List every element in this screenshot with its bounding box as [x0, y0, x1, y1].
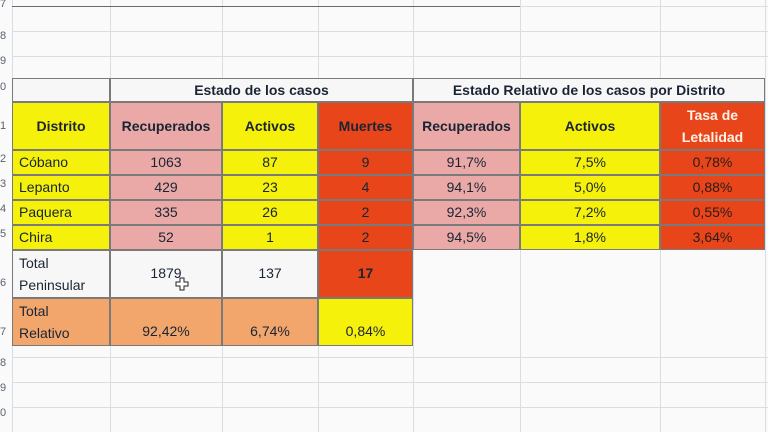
- cell-recuperados[interactable]: 335: [110, 200, 222, 225]
- cell-activos[interactable]: 23: [222, 175, 318, 200]
- row-number: 2: [0, 153, 7, 165]
- total-relativo-label[interactable]: Total Relativo: [12, 298, 110, 346]
- header-tasa-letalidad[interactable]: Tasa de Letalidad: [660, 102, 765, 150]
- total-peninsular-label[interactable]: Total Peninsular: [12, 250, 110, 298]
- cell-recuperados[interactable]: 429: [110, 175, 222, 200]
- cell-tasa[interactable]: 0,55%: [660, 200, 765, 225]
- cell-activos-relativo[interactable]: 7,2%: [520, 200, 660, 225]
- cell-activos[interactable]: 26: [222, 200, 318, 225]
- total-peninsular-line2: Peninsular: [19, 276, 86, 293]
- row-number: 3: [0, 178, 7, 190]
- row-number: 8: [0, 30, 7, 42]
- row-number: 6: [0, 277, 7, 289]
- tasa-line2: Letalidad: [681, 129, 744, 145]
- cell-recuperados-relativo[interactable]: 92,3%: [413, 200, 520, 225]
- blank-header-cell[interactable]: [12, 78, 110, 102]
- cell-muertes[interactable]: 2: [318, 200, 413, 225]
- cell-recuperados-relativo[interactable]: 94,5%: [413, 225, 520, 250]
- row-number: 1: [0, 120, 7, 132]
- total-peninsular-muertes[interactable]: 17: [318, 250, 413, 298]
- cell-activos-relativo[interactable]: 5,0%: [520, 175, 660, 200]
- row-number: 7: [0, 326, 7, 338]
- tasa-line1: Tasa de: [686, 106, 739, 123]
- total-peninsular-activos[interactable]: 137: [222, 250, 318, 298]
- row-number: 8: [0, 357, 7, 369]
- cell-distrito[interactable]: Cóbano: [12, 150, 110, 175]
- cell-activos-relativo[interactable]: 7,5%: [520, 150, 660, 175]
- total-relativo-muertes[interactable]: 0,84%: [318, 298, 413, 346]
- header-activos-relativo[interactable]: Activos: [520, 102, 660, 150]
- group-header-relativo[interactable]: Estado Relativo de los casos por Distrit…: [413, 78, 765, 102]
- total-peninsular-line1: Total: [19, 255, 49, 271]
- total-relativo-line1: Total: [19, 303, 49, 319]
- cell-distrito[interactable]: Paquera: [12, 200, 110, 225]
- cell-recuperados-relativo[interactable]: 94,1%: [413, 175, 520, 200]
- cell-muertes[interactable]: 9: [318, 150, 413, 175]
- row-number: 9: [0, 55, 7, 67]
- row-number: 0: [0, 81, 7, 93]
- cell-distrito[interactable]: Chira: [12, 225, 110, 250]
- total-relativo-recuperados[interactable]: 92,42%: [110, 298, 222, 346]
- header-recuperados-relativo[interactable]: Recuperados: [413, 102, 520, 150]
- cell-tasa[interactable]: 3,64%: [660, 225, 765, 250]
- row-number: 5: [0, 228, 7, 240]
- row-number: 4: [0, 203, 7, 215]
- cell-recuperados-relativo[interactable]: 91,7%: [413, 150, 520, 175]
- cell-activos[interactable]: 1: [222, 225, 318, 250]
- header-recuperados[interactable]: Recuperados: [110, 102, 222, 150]
- header-distrito[interactable]: Distrito: [12, 102, 110, 150]
- cell-distrito[interactable]: Lepanto: [12, 175, 110, 200]
- cell-muertes[interactable]: 2: [318, 225, 413, 250]
- row-number: 9: [0, 382, 7, 394]
- total-relativo-line2: Relativo: [19, 324, 70, 341]
- cell-muertes[interactable]: 4: [318, 175, 413, 200]
- cell-recuperados[interactable]: 1063: [110, 150, 222, 175]
- total-relativo-activos[interactable]: 6,74%: [222, 298, 318, 346]
- header-activos[interactable]: Activos: [222, 102, 318, 150]
- cell-tasa[interactable]: 0,88%: [660, 175, 765, 200]
- header-muertes[interactable]: Muertes: [318, 102, 413, 150]
- cell-tasa[interactable]: 0,78%: [660, 150, 765, 175]
- cell-activos[interactable]: 87: [222, 150, 318, 175]
- cell-activos-relativo[interactable]: 1,8%: [520, 225, 660, 250]
- group-header-estado[interactable]: Estado de los casos: [110, 78, 413, 102]
- total-peninsular-recuperados[interactable]: 1879: [110, 250, 222, 298]
- row-number: 0: [0, 407, 7, 419]
- cell-recuperados[interactable]: 52: [110, 225, 222, 250]
- row-number: 7: [0, 0, 7, 10]
